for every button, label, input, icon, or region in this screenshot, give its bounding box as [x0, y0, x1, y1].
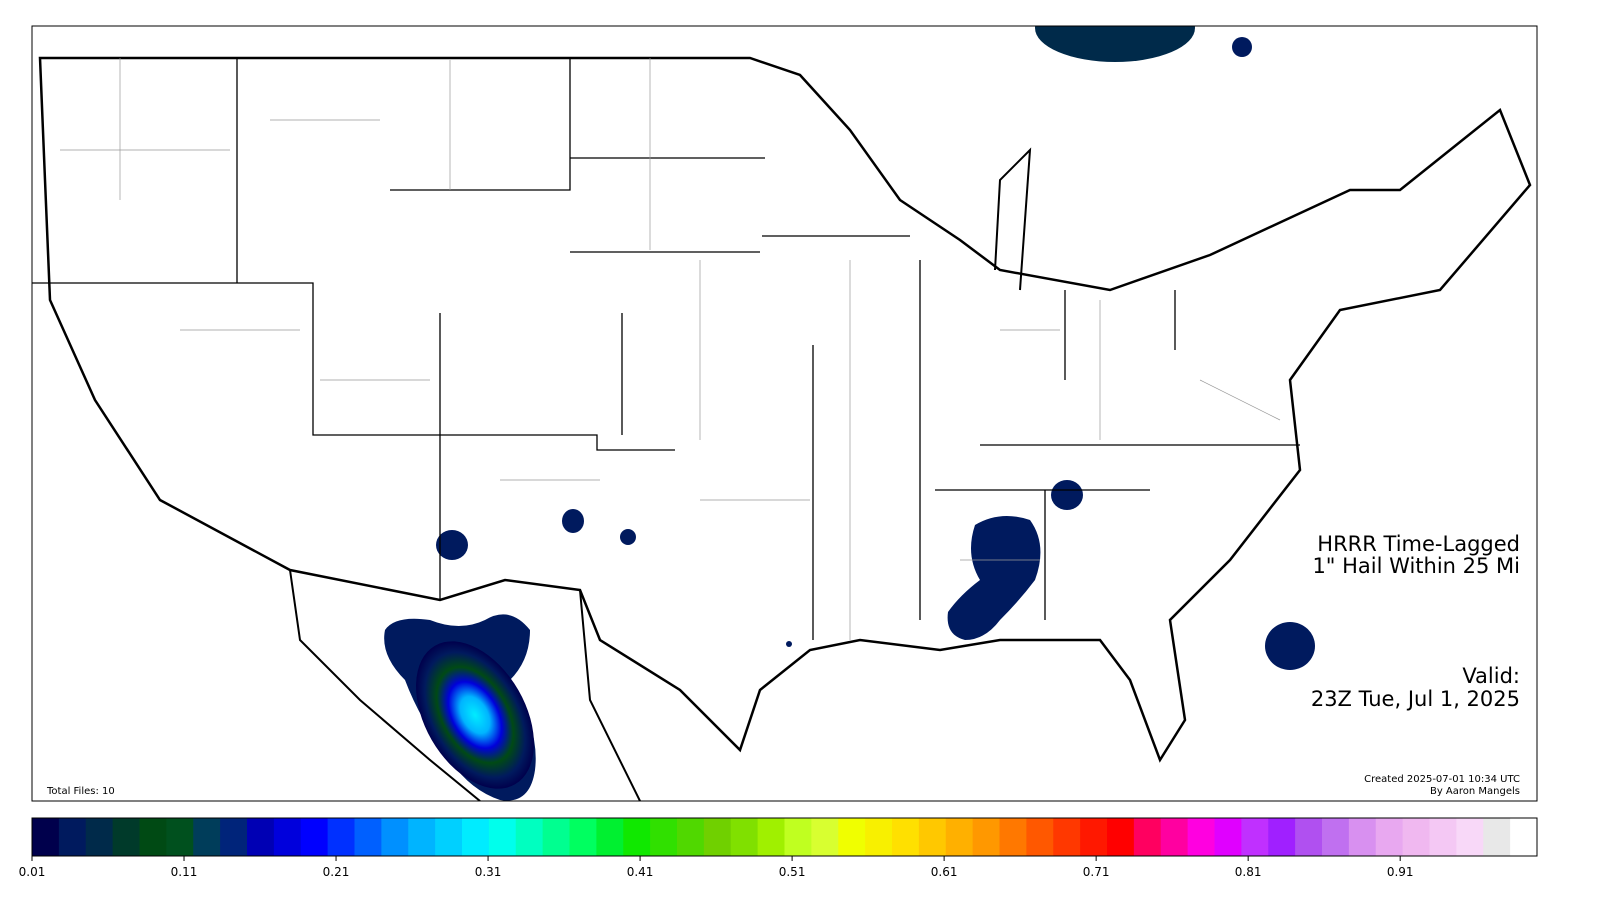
- colorbar-tick-label: 0.21: [323, 865, 350, 879]
- colorbar-segment: [838, 818, 866, 856]
- colorbar: 0.01 0.11 0.21 0.31 0.41 0.51 0.61 0.71 0.81 0.91: [19, 817, 1538, 879]
- colorbar-segment: [1322, 818, 1350, 856]
- colorbar-segment: [354, 818, 382, 856]
- hail-area: [562, 509, 584, 533]
- colorbar-segment: [462, 818, 490, 856]
- colorbar-segment: [327, 818, 355, 856]
- colorbar-segment: [166, 818, 194, 856]
- colorbar-tick-label: 0.11: [171, 865, 198, 879]
- hail-area: [786, 641, 792, 647]
- colorbar-tick-label: 0.81: [1235, 865, 1262, 879]
- colorbar-tick-label: 0.51: [779, 865, 806, 879]
- hail-area: [436, 530, 468, 560]
- colorbar-frame: [31, 817, 1538, 857]
- title: 1" Hail Within 25 Mi: [1312, 554, 1520, 578]
- colorbar-segment: [542, 818, 570, 856]
- map-background: [32, 26, 1537, 801]
- colorbar-segment: [918, 818, 947, 856]
- colorbar-segment: [1160, 818, 1189, 856]
- colorbar-segment: [650, 818, 678, 856]
- created: Created 2025-07-01 10:34 UTC: [1364, 774, 1520, 785]
- hail-area: [947, 516, 1041, 640]
- colorbar-segment: [999, 818, 1027, 856]
- map-frame: [31, 25, 1538, 802]
- colorbar-segment: [58, 818, 87, 856]
- colorbar-segment: [112, 818, 140, 856]
- valid-time: 23Z Tue, Jul 1, 2025: [1311, 687, 1520, 711]
- colorbar-segment: [1348, 818, 1377, 856]
- colorbar-segment: [488, 818, 517, 856]
- map: [32, 26, 1537, 801]
- colorbar-segment: [811, 818, 839, 856]
- state-borders: [32, 58, 1300, 640]
- colorbar-segment: [1483, 818, 1511, 856]
- colorbar-segment: [515, 818, 544, 856]
- hail-core: [416, 641, 534, 789]
- colorbar-segment: [784, 818, 812, 856]
- colorbar-segment: [408, 818, 436, 856]
- colorbar-segment: [32, 818, 60, 856]
- total-files: Total Files: 10: [46, 786, 115, 797]
- colorbar-segment: [865, 818, 893, 856]
- colorbar-tick-label: 0.71: [1083, 865, 1110, 879]
- colorbar-segment: [1510, 818, 1538, 856]
- colorbar-segment: [757, 818, 785, 856]
- hail-area: [1265, 622, 1315, 670]
- us-outline: [38, 56, 1532, 763]
- colorbar-segment: [1187, 818, 1215, 856]
- colorbar-segment: [1456, 818, 1484, 856]
- colorbar-segment: [945, 818, 974, 856]
- colorbar-segment: [1107, 818, 1135, 856]
- valid-label: Valid:: [1462, 664, 1520, 688]
- colorbar-segment: [703, 818, 732, 856]
- colorbar-segment: [677, 818, 705, 856]
- author: By Aaron Mangels: [1430, 786, 1520, 797]
- hail-area: [620, 529, 636, 545]
- colorbar-segment: [1026, 818, 1054, 856]
- colorbar-segment: [1133, 818, 1162, 856]
- colorbar-segment: [1268, 818, 1296, 856]
- colorbar-segment: [730, 818, 759, 856]
- colorbar-segment: [569, 818, 597, 856]
- colorbar-segment: [381, 818, 409, 856]
- colorbar-segment: [85, 818, 114, 856]
- hail-area: [1232, 37, 1252, 57]
- colorbar-segment: [892, 818, 920, 856]
- colorbar-segment: [1053, 818, 1081, 856]
- colorbar-segment: [220, 818, 248, 856]
- colorbar-segment: [596, 818, 624, 856]
- colorbar-segment: [1080, 818, 1108, 856]
- colorbar-tick-label: 0.31: [475, 865, 502, 879]
- colorbar-segment: [1375, 818, 1404, 856]
- colorbar-segment: [623, 818, 651, 856]
- colorbar-tick-label: 0.41: [627, 865, 654, 879]
- colorbar-segment: [139, 818, 167, 856]
- colorbar-segment: [1214, 818, 1242, 856]
- colorbar-tick-label: 0.01: [19, 865, 46, 879]
- colorbar-segment: [273, 818, 302, 856]
- colorbar-segment: [1295, 818, 1323, 856]
- colorbar-segment: [1429, 818, 1457, 856]
- colorbar-segment: [972, 818, 1000, 856]
- hail-area: [1035, 26, 1195, 62]
- colorbar-tick-label: 0.91: [1387, 865, 1414, 879]
- colorbar-tick-label: 0.61: [931, 865, 958, 879]
- colorbar-segment: [300, 818, 329, 856]
- coastline: [289, 147, 1032, 801]
- colorbar-segment: [193, 818, 221, 856]
- colorbar-segment: [1241, 818, 1269, 856]
- title: HRRR Time-Lagged: [1317, 532, 1520, 556]
- colorbar-segment: [1402, 818, 1430, 856]
- colorbar-segment: [435, 818, 463, 856]
- colorbar-segment: [247, 818, 275, 856]
- hail-area: [1051, 480, 1083, 510]
- county-borders: [60, 58, 1281, 640]
